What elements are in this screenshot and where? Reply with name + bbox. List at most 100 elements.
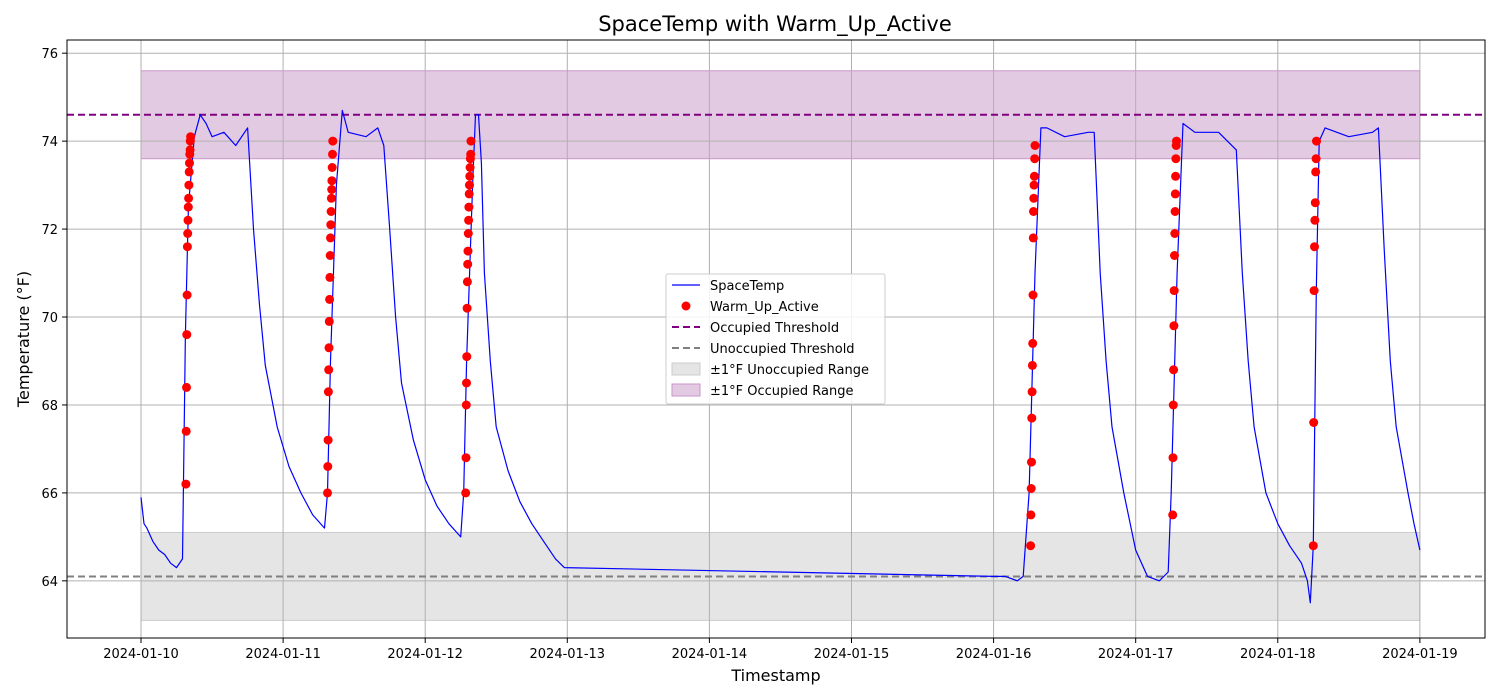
legend: SpaceTemp Warm_Up_Active Occupied Threshol… (665, 273, 886, 405)
grid-lines (67, 40, 1485, 638)
y-tick-label: 72 (41, 223, 58, 238)
legend-entry-1-f-unoccupied-range: ±1°F Unoccupied Range (671, 362, 869, 378)
warm-up-active-point (325, 294, 335, 304)
warm-up-active-point (1169, 321, 1179, 331)
warm-up-active-point (323, 488, 332, 498)
legend-label: ±1°F Unoccupied Range (710, 363, 869, 378)
x-tick-label: 2024-01-11 (245, 647, 321, 662)
warm-up-active-point (1028, 290, 1038, 300)
warm-up-active-point (185, 145, 195, 155)
x-tick-label: 2024-01-15 (814, 647, 890, 662)
x-tick-label: 2024-01-18 (1240, 647, 1316, 662)
warm-up-active-point (1172, 136, 1181, 146)
warm-up-active-point (461, 488, 471, 498)
data-series (140, 109, 1421, 604)
chart-title: SpaceTemp with Warm_Up_Active (598, 12, 952, 37)
warm-up-active-point (328, 149, 337, 159)
legend-label: Occupied Threshold (710, 321, 839, 336)
warm-up-active-point (183, 229, 193, 238)
warm-up-active-point (183, 202, 193, 212)
warm-up-active-point (1309, 418, 1319, 427)
spacetemp-line (140, 109, 1421, 604)
warm-up-active-point (1027, 413, 1037, 423)
warm-up-active-point (327, 185, 337, 194)
y-tick-label: 64 (41, 575, 58, 590)
warm-up-active-point (326, 207, 336, 216)
legend-label: Unoccupied Threshold (710, 342, 855, 357)
x-tick-label: 2024-01-17 (1098, 647, 1174, 662)
warm-up-active-point (183, 215, 193, 225)
warm-up-active-point (462, 303, 472, 313)
legend-entry-1-f-occupied-range: ±1°F Occupied Range (671, 383, 854, 399)
warm-up-active-point (465, 180, 474, 190)
warm-up-active-point (182, 330, 192, 340)
warm-up-active-point (465, 163, 475, 172)
warm-up-active-point (323, 462, 333, 471)
warm-up-active-point (326, 193, 336, 203)
warm-up-active-point (328, 136, 338, 146)
warm-up-active-point (461, 400, 471, 410)
plot-frame (66, 39, 1486, 639)
warm-up-active-point (186, 132, 196, 142)
warm-up-active-point (185, 158, 194, 168)
warm-up-active-point (324, 365, 334, 375)
warm-up-active-point (1311, 167, 1321, 177)
warm-up-active-point (324, 316, 334, 326)
warm-up-active-point (464, 215, 474, 225)
warm-up-active-point (1171, 171, 1181, 181)
warm-up-active-point (462, 277, 472, 287)
warm-up-active-point (1168, 510, 1178, 520)
warm-up-active-point (181, 479, 191, 489)
legend-entry-unoccupied-threshold: Unoccupied Threshold (672, 342, 855, 357)
warm-up-active-point (1030, 154, 1040, 164)
x-axis-label: Timestamp (730, 666, 820, 685)
warm-up-active-point (325, 272, 335, 282)
warm-up-active-point (464, 202, 474, 212)
warm-up-active-point (1168, 400, 1178, 410)
warm-up-active-point (1309, 286, 1319, 296)
warm-up-active-point (1027, 360, 1037, 370)
legend-swatch-patch (671, 383, 701, 397)
x-tick-label: 2024-01-10 (103, 647, 179, 662)
warm-up-active-point (1030, 141, 1040, 150)
warm-up-active-point (326, 220, 336, 230)
warm-up-active-point (1026, 510, 1036, 520)
warm-up-active-point (1029, 207, 1038, 216)
legend-entry-warm-up-active: Warm_Up_Active (681, 300, 819, 315)
warm-up-active-point (1026, 541, 1036, 551)
y-axis-ticks: 64 66 68 70 72 74 76 (41, 47, 67, 590)
legend-entry-spacetemp: SpaceTemp (672, 279, 784, 294)
warm-up-active-point (326, 233, 335, 243)
warm-up-active-point (1026, 484, 1036, 493)
y-tick-label: 76 (41, 47, 58, 62)
warm-up-active-point (1311, 154, 1321, 164)
warm-up-active-point (466, 136, 476, 146)
warm-up-active-point (1027, 387, 1037, 397)
legend-box (665, 273, 886, 405)
warm-up-active-point (464, 189, 474, 199)
warm-up-active-point (1169, 286, 1179, 296)
warm-up-active-point (1308, 541, 1318, 551)
warm-up-active-point (1310, 242, 1319, 252)
warm-up-active-point (463, 246, 473, 256)
warm-up-active-point (1170, 207, 1180, 216)
x-tick-label: 2024-01-13 (530, 647, 606, 662)
warm-up-active-point (1170, 229, 1180, 238)
y-tick-label: 74 (41, 135, 58, 150)
warm-up-active-point (327, 163, 337, 172)
warm-up-active-point (466, 149, 476, 159)
legend-swatch-dot (681, 301, 691, 311)
y-tick-label: 66 (41, 487, 58, 502)
warm-up-active-point (1310, 215, 1320, 225)
warm-up-active-point (184, 167, 194, 177)
y-axis-label: Temperature (°F) (14, 271, 33, 408)
warm-up-active-point (1029, 193, 1039, 203)
warm-up-active-point (463, 229, 473, 238)
warm-up-active-point (1029, 180, 1039, 190)
warm-up-active-point (182, 242, 192, 252)
warm-up-active-point (324, 343, 334, 353)
warm-up-active-point (1027, 457, 1036, 467)
warm-up-active-point (1170, 251, 1179, 260)
warm-up-active-point (325, 251, 335, 260)
